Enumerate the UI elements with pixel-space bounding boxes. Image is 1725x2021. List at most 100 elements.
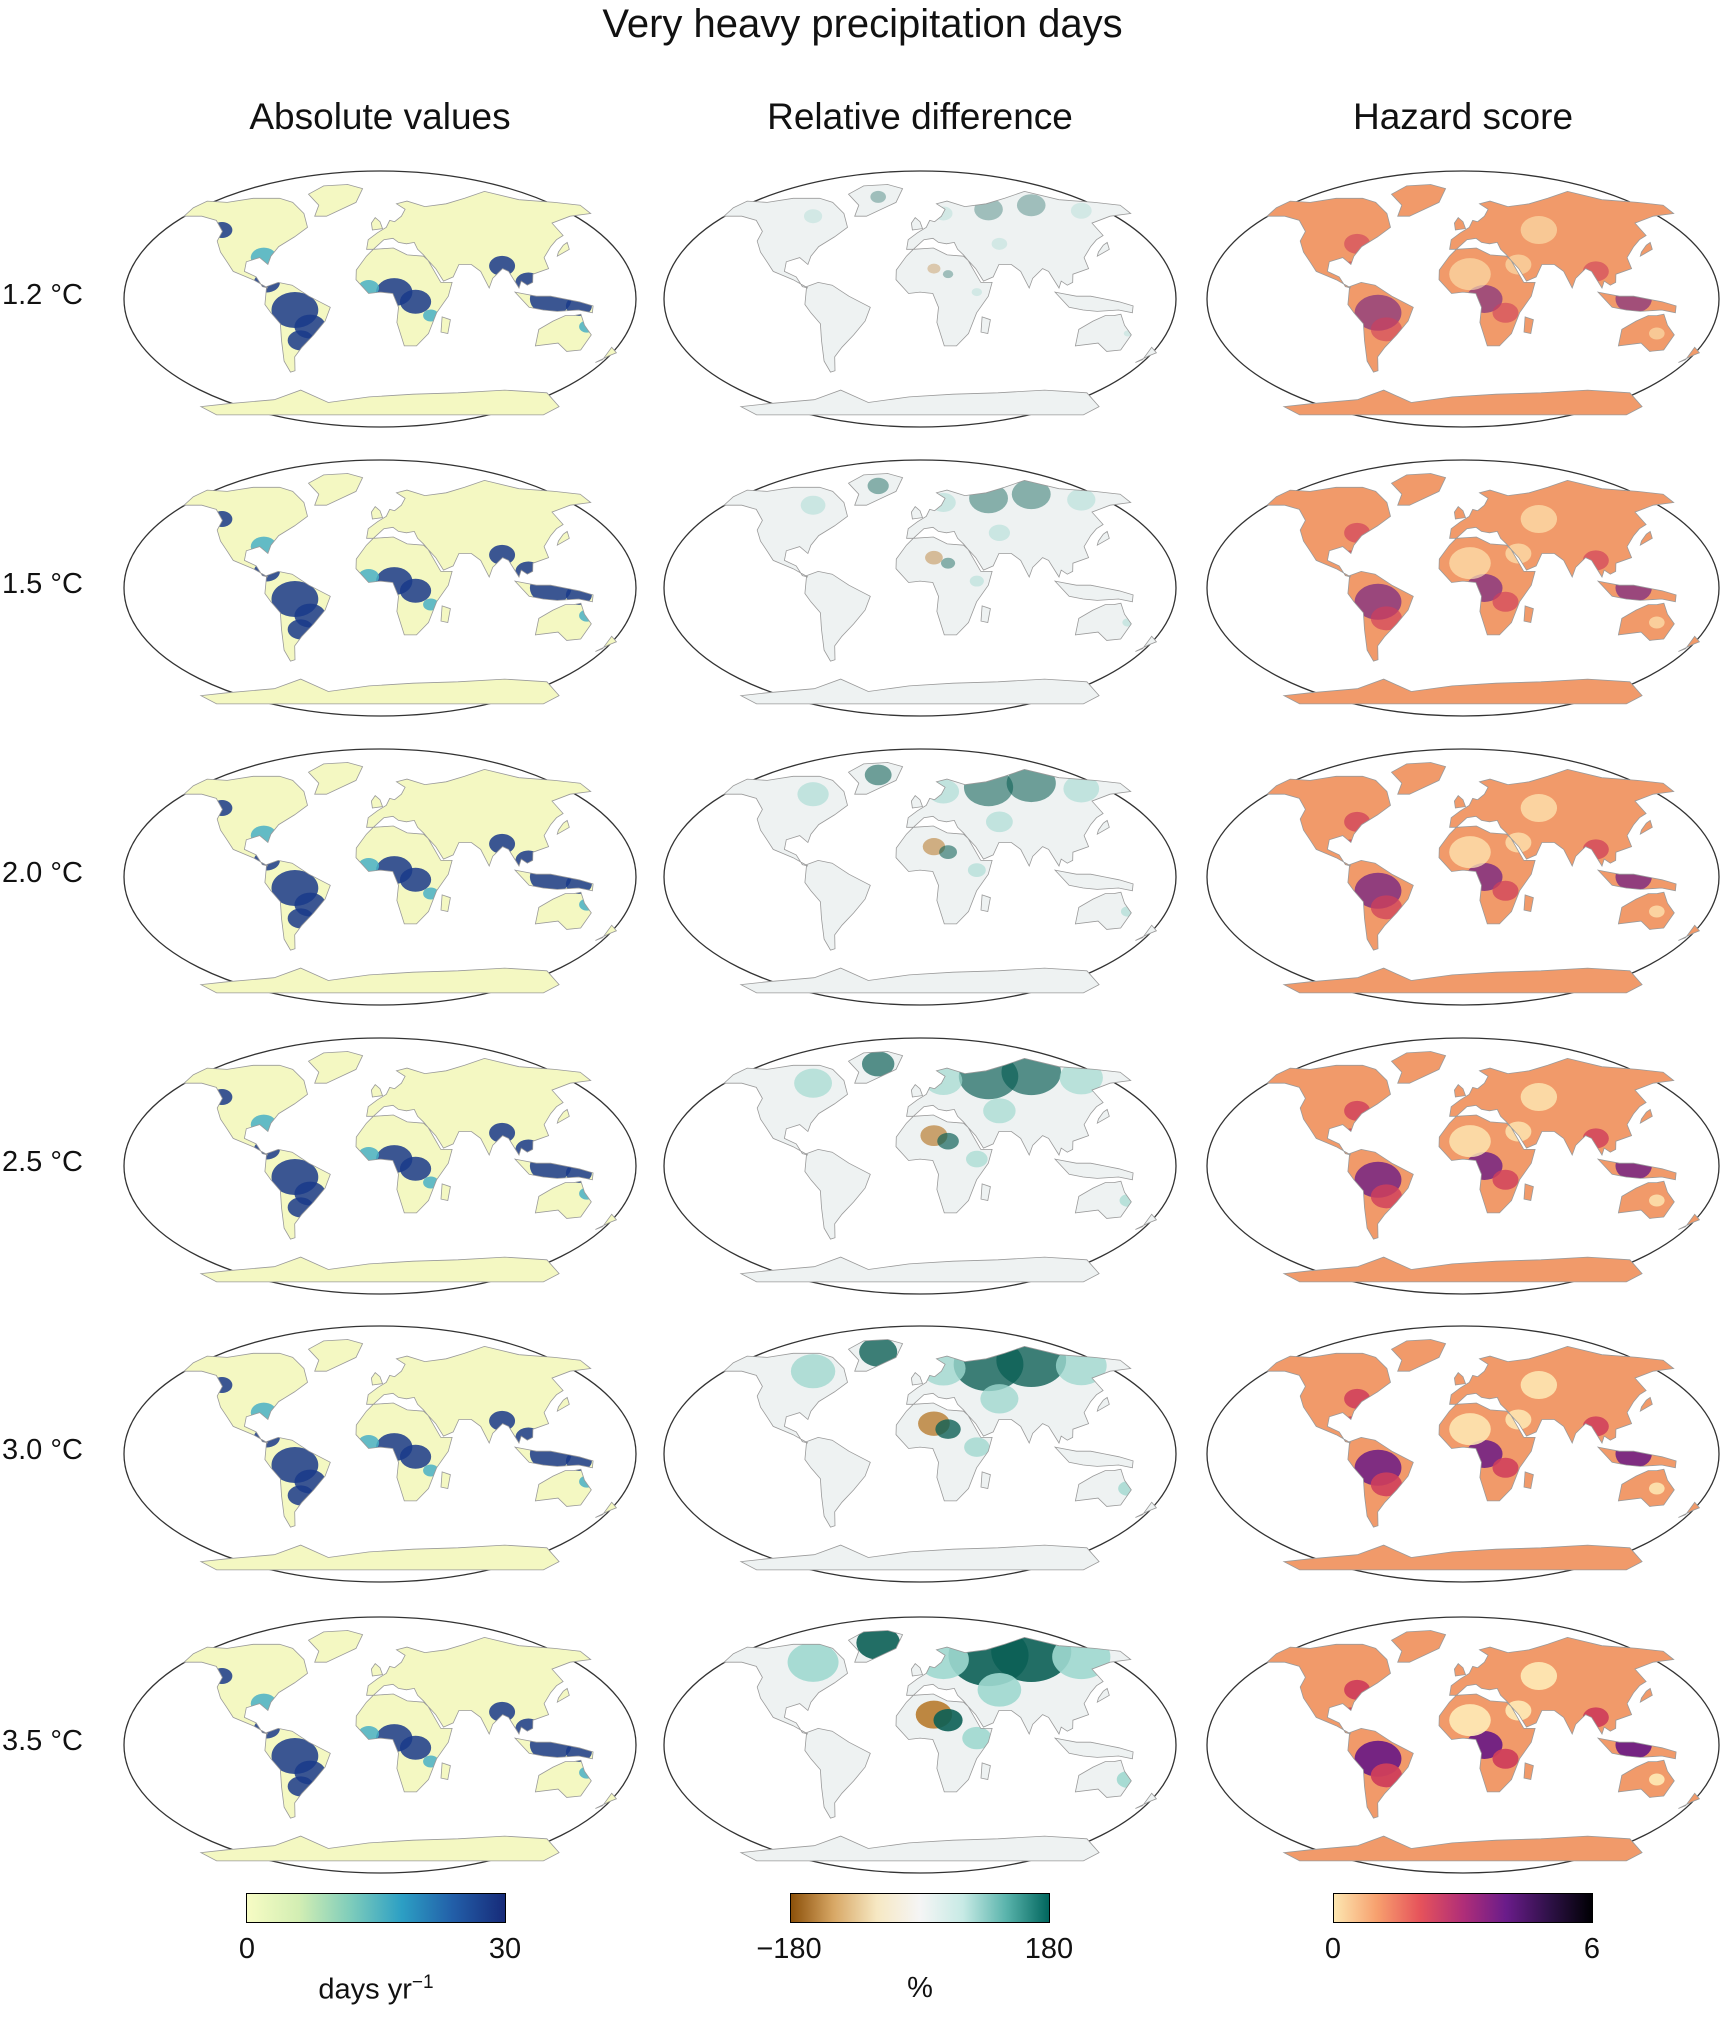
map-rel <box>660 457 1180 719</box>
map-haz <box>1203 746 1723 1008</box>
data-field-mid <box>803 209 823 224</box>
map-rel <box>660 1614 1180 1876</box>
column-header-relative: Relative difference <box>767 96 1073 137</box>
data-field-mid <box>977 1673 1022 1707</box>
colorbar-hazard <box>1333 1893 1593 1923</box>
coastline <box>182 184 618 416</box>
data-field-high <box>933 1708 963 1732</box>
world-map <box>1206 1325 1720 1583</box>
coastline <box>182 473 618 705</box>
data-field-mid <box>1370 1472 1402 1497</box>
coastline <box>1265 473 1701 705</box>
coastline <box>1265 1051 1701 1283</box>
map-abs <box>120 746 640 1008</box>
coastline <box>182 762 618 994</box>
data-field-mid <box>1063 774 1100 803</box>
coastline <box>722 473 1158 705</box>
world-map <box>123 1037 637 1295</box>
map-rel <box>660 746 1180 1008</box>
data-field-high <box>489 544 516 565</box>
data-field-mid <box>980 1384 1019 1414</box>
data-field-mid <box>790 1354 836 1389</box>
world-map <box>123 748 637 1006</box>
coastline <box>722 184 1158 416</box>
coastline <box>722 1051 1158 1283</box>
world-map <box>1206 459 1720 717</box>
colorbar-absolute-max: 30 <box>488 1933 522 1965</box>
data-field-high <box>939 845 957 860</box>
data-field-light <box>1520 1662 1558 1691</box>
data-field-mid <box>971 288 983 297</box>
data-field-high <box>489 1410 516 1431</box>
data-field-high <box>399 1156 432 1181</box>
data-field-high <box>1016 194 1046 217</box>
data-field-mid <box>794 1068 833 1098</box>
data-field-mid <box>1370 606 1402 631</box>
data-field-light <box>1649 1482 1665 1495</box>
coastline <box>722 1339 1158 1571</box>
data-field-high <box>489 1701 516 1722</box>
row-label-warming-level: 2.5 °C <box>2 1146 83 1178</box>
data-field-high <box>399 867 432 892</box>
data-field-high <box>859 1339 898 1367</box>
data-field-mid <box>1070 202 1092 219</box>
colorbar-hazard-min: 0 <box>1324 1933 1342 1965</box>
data-field-mid <box>1370 895 1402 920</box>
coastline <box>1265 762 1701 994</box>
data-field-high <box>937 1132 959 1150</box>
data-field-high <box>399 289 432 314</box>
data-field-mid <box>962 1726 992 1750</box>
data-field-high <box>864 764 892 786</box>
coastline <box>1265 1630 1701 1862</box>
data-field-mid <box>800 495 826 515</box>
data-field-neg <box>925 550 943 565</box>
world-map <box>123 1616 637 1874</box>
land-fill <box>724 184 1157 415</box>
map-haz <box>1203 1323 1723 1585</box>
data-field-mid <box>1492 880 1519 901</box>
coastline <box>182 1051 618 1283</box>
data-field-high <box>399 1735 432 1760</box>
land-fill <box>724 1051 1157 1282</box>
data-field-mid <box>1492 1748 1519 1769</box>
data-field-mid <box>969 575 984 587</box>
world-map <box>123 1325 637 1583</box>
column-header-hazard: Hazard score <box>1352 96 1574 137</box>
map-rel <box>660 1035 1180 1297</box>
world-map <box>1206 1616 1720 1874</box>
map-abs <box>120 168 640 430</box>
colorbar-relative-unit: % <box>907 1972 933 2004</box>
data-field-high <box>489 255 516 276</box>
data-field-light <box>1505 1121 1532 1142</box>
data-field-mid <box>988 524 1011 541</box>
data-field-mid <box>967 863 986 877</box>
data-field-mid <box>991 237 1008 250</box>
data-field-mid <box>1370 317 1402 342</box>
map-abs <box>120 1035 640 1297</box>
column-header-absolute: Absolute values <box>249 96 511 137</box>
coastline <box>722 1630 1158 1862</box>
data-field-light <box>1649 1773 1665 1786</box>
world-map <box>663 748 1177 1006</box>
world-map <box>1206 748 1720 1006</box>
colorbar-absolute-unit: days yr−1 <box>318 1972 434 2006</box>
data-field-high <box>870 190 886 203</box>
data-field-mid <box>983 1098 1016 1124</box>
data-field-light <box>1449 1704 1491 1737</box>
data-field-light <box>1520 1083 1558 1112</box>
world-map <box>663 1616 1177 1874</box>
data-field-high <box>489 833 516 854</box>
coastline <box>1265 184 1701 416</box>
data-field-mid <box>966 1150 988 1168</box>
map-abs <box>120 1614 640 1876</box>
data-field-light <box>1505 543 1532 564</box>
data-field-light <box>1649 905 1665 918</box>
data-field-light <box>1520 216 1558 245</box>
data-field-light <box>1520 794 1558 823</box>
data-field-high <box>399 1444 432 1469</box>
land-fill <box>724 473 1157 704</box>
world-map <box>1206 170 1720 428</box>
data-field-light <box>1520 505 1558 534</box>
map-rel <box>660 1323 1180 1585</box>
data-field-mid <box>1067 488 1096 511</box>
